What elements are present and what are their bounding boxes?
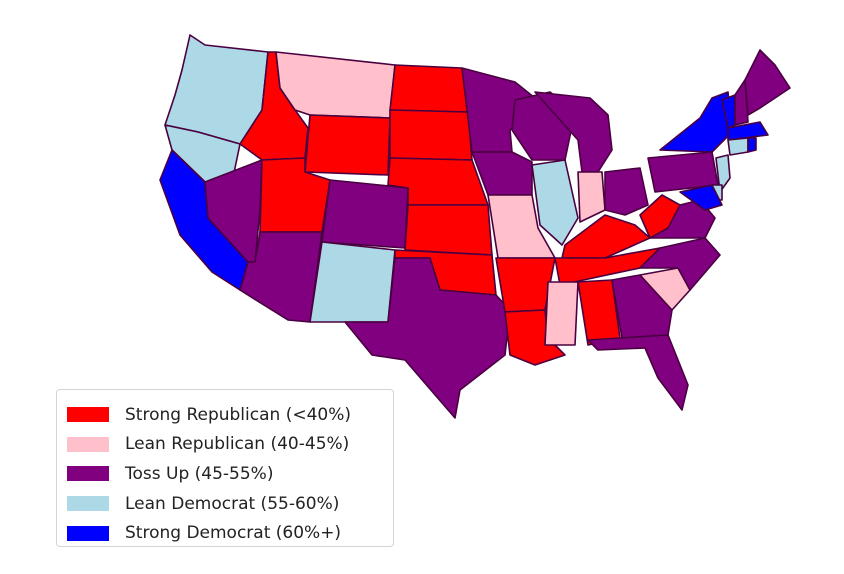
map-legend: Strong Republican (<40%) Lean Republican… <box>56 389 394 547</box>
state-wv <box>639 194 681 239</box>
legend-swatch <box>67 436 109 452</box>
state-ma <box>727 121 769 141</box>
state-nh <box>734 79 749 126</box>
state-ny <box>659 91 733 153</box>
legend-item-lean-republican: Lean Republican (40-45%) <box>67 430 393 460</box>
legend-swatch <box>67 525 109 541</box>
state-la <box>504 309 566 366</box>
state-ri <box>747 137 757 153</box>
legend-label: Strong Democrat (60%+) <box>125 523 342 544</box>
state-nj <box>715 154 731 193</box>
state-mi <box>534 91 613 173</box>
state-me <box>744 49 791 116</box>
state-oh <box>604 167 649 216</box>
state-co <box>321 179 409 249</box>
legend-swatch <box>67 496 109 512</box>
legend-swatch <box>67 466 109 482</box>
state-nd <box>389 64 469 113</box>
state-wy <box>304 114 391 176</box>
legend-swatch <box>67 407 109 423</box>
state-ks <box>404 204 493 256</box>
state-mo <box>487 194 556 259</box>
state-ga <box>611 274 673 339</box>
legend-item-strong-republican: Strong Republican (<40%) <box>67 400 393 430</box>
state-ia <box>471 151 533 196</box>
legend-item-strong-democrat: Strong Democrat (60%+) <box>67 518 393 548</box>
legend-label: Toss Up (45-55%) <box>125 463 274 484</box>
legend-label: Lean Republican (40-45%) <box>125 434 350 455</box>
legend-item-toss-up: Toss Up (45-55%) <box>67 459 393 489</box>
legend-label: Lean Democrat (55-60%) <box>125 493 340 514</box>
state-nm <box>309 241 396 323</box>
state-mt <box>275 51 396 119</box>
legend-item-lean-democrat: Lean Democrat (55-60%) <box>67 489 393 519</box>
state-ar <box>495 257 556 313</box>
legend-label: Strong Republican (<40%) <box>125 404 351 425</box>
state-nc <box>639 237 721 291</box>
state-tx <box>344 257 511 419</box>
state-az <box>239 231 323 323</box>
state-md <box>679 184 723 211</box>
state-ms <box>544 281 579 346</box>
state-il <box>531 159 579 246</box>
state-ct <box>727 137 749 156</box>
state-fl <box>587 334 689 411</box>
state-sd <box>389 109 473 161</box>
state-in <box>577 171 606 223</box>
